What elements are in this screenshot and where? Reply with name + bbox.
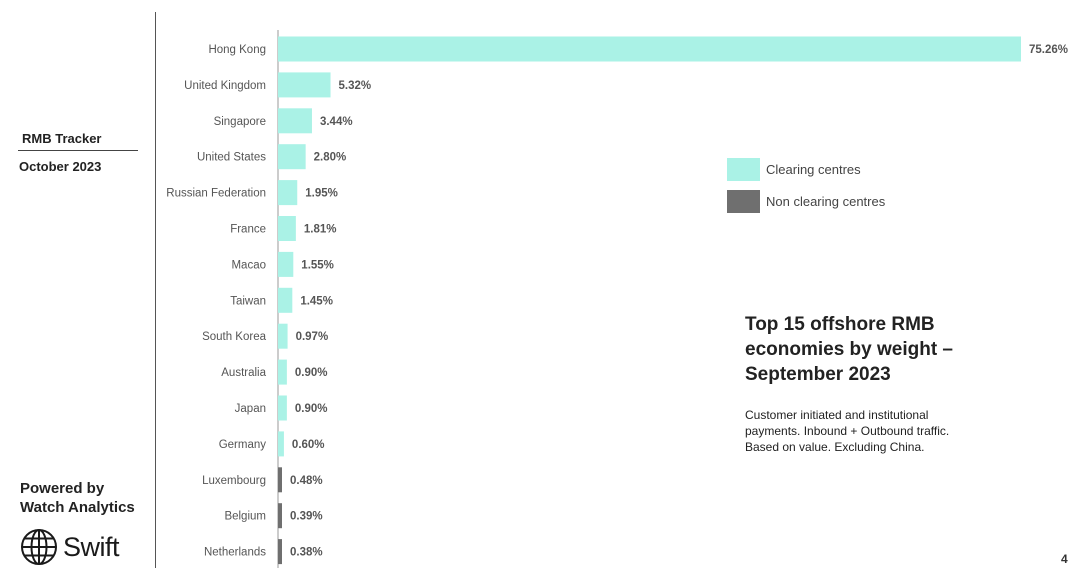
category-label: Taiwan	[230, 295, 266, 307]
category-label: Japan	[235, 403, 266, 415]
category-label: Netherlands	[204, 547, 266, 559]
bar	[278, 467, 282, 493]
value-label: 1.55%	[301, 259, 334, 271]
value-label: 1.45%	[300, 295, 333, 307]
bar	[278, 36, 1021, 62]
category-label: Germany	[219, 439, 267, 451]
legend-item-non-clearing: Non clearing centres	[727, 189, 885, 213]
chart-title-block: Top 15 offshore RMB economies by weight …	[745, 312, 1045, 455]
globe-icon	[21, 529, 57, 565]
value-label: 0.60%	[292, 439, 325, 451]
value-label: 75.26%	[1029, 44, 1068, 56]
category-label: France	[230, 224, 266, 236]
bar	[278, 287, 293, 313]
swift-logo-text: Swift	[63, 531, 120, 562]
category-label: United States	[197, 152, 266, 164]
chart-description: Customer initiated and institutional pay…	[745, 408, 950, 454]
value-label: 2.80%	[314, 152, 347, 164]
category-label: Singapore	[214, 116, 266, 128]
bar	[278, 359, 287, 385]
legend-label-clearing: Clearing centres	[766, 161, 861, 177]
bar	[278, 431, 284, 457]
page-number: 4	[1061, 552, 1068, 566]
value-label: 0.39%	[290, 511, 323, 523]
bar	[278, 395, 287, 421]
value-label: 0.48%	[290, 475, 323, 487]
bar	[278, 72, 331, 98]
bar	[278, 108, 312, 134]
value-label: 3.44%	[320, 116, 353, 128]
category-label: Russian Federation	[166, 188, 266, 200]
value-label: 0.97%	[296, 331, 329, 343]
category-label: Australia	[221, 367, 266, 379]
bar	[278, 323, 288, 349]
sidebar-divider	[155, 12, 156, 568]
tracker-divider	[18, 150, 138, 151]
legend: Clearing centres Non clearing centres	[727, 157, 885, 221]
bar	[278, 539, 282, 565]
category-label: Macao	[231, 259, 266, 271]
value-label: 0.90%	[295, 367, 328, 379]
powered-by-text: Powered by Watch Analytics	[20, 480, 135, 516]
bar	[278, 251, 294, 277]
category-label: Belgium	[224, 511, 266, 523]
value-label: 0.90%	[295, 403, 328, 415]
swift-logo: Swift	[20, 528, 120, 566]
bar	[278, 180, 298, 206]
category-label: South Korea	[202, 331, 267, 343]
category-label: United Kingdom	[184, 80, 266, 92]
category-label: Luxembourg	[202, 475, 266, 487]
legend-swatch-clearing	[727, 157, 760, 181]
value-label: 1.81%	[304, 224, 337, 236]
sidebar: RMB Tracker October 2023 Powered by Watc…	[0, 0, 156, 580]
tracker-date: October 2023	[19, 159, 102, 174]
category-label: Hong Kong	[208, 44, 266, 56]
value-label: 0.38%	[290, 547, 323, 559]
chart-title: Top 15 offshore RMB economies by weight …	[745, 314, 953, 385]
bar	[278, 144, 306, 170]
legend-swatch-non-clearing	[727, 189, 760, 213]
bar	[278, 503, 282, 529]
legend-label-non-clearing: Non clearing centres	[766, 193, 886, 209]
legend-item-clearing: Clearing centres	[727, 157, 885, 181]
tracker-title: RMB Tracker	[22, 131, 102, 146]
value-label: 1.95%	[305, 188, 338, 200]
value-label: 5.32%	[339, 80, 372, 92]
bar	[278, 216, 296, 241]
